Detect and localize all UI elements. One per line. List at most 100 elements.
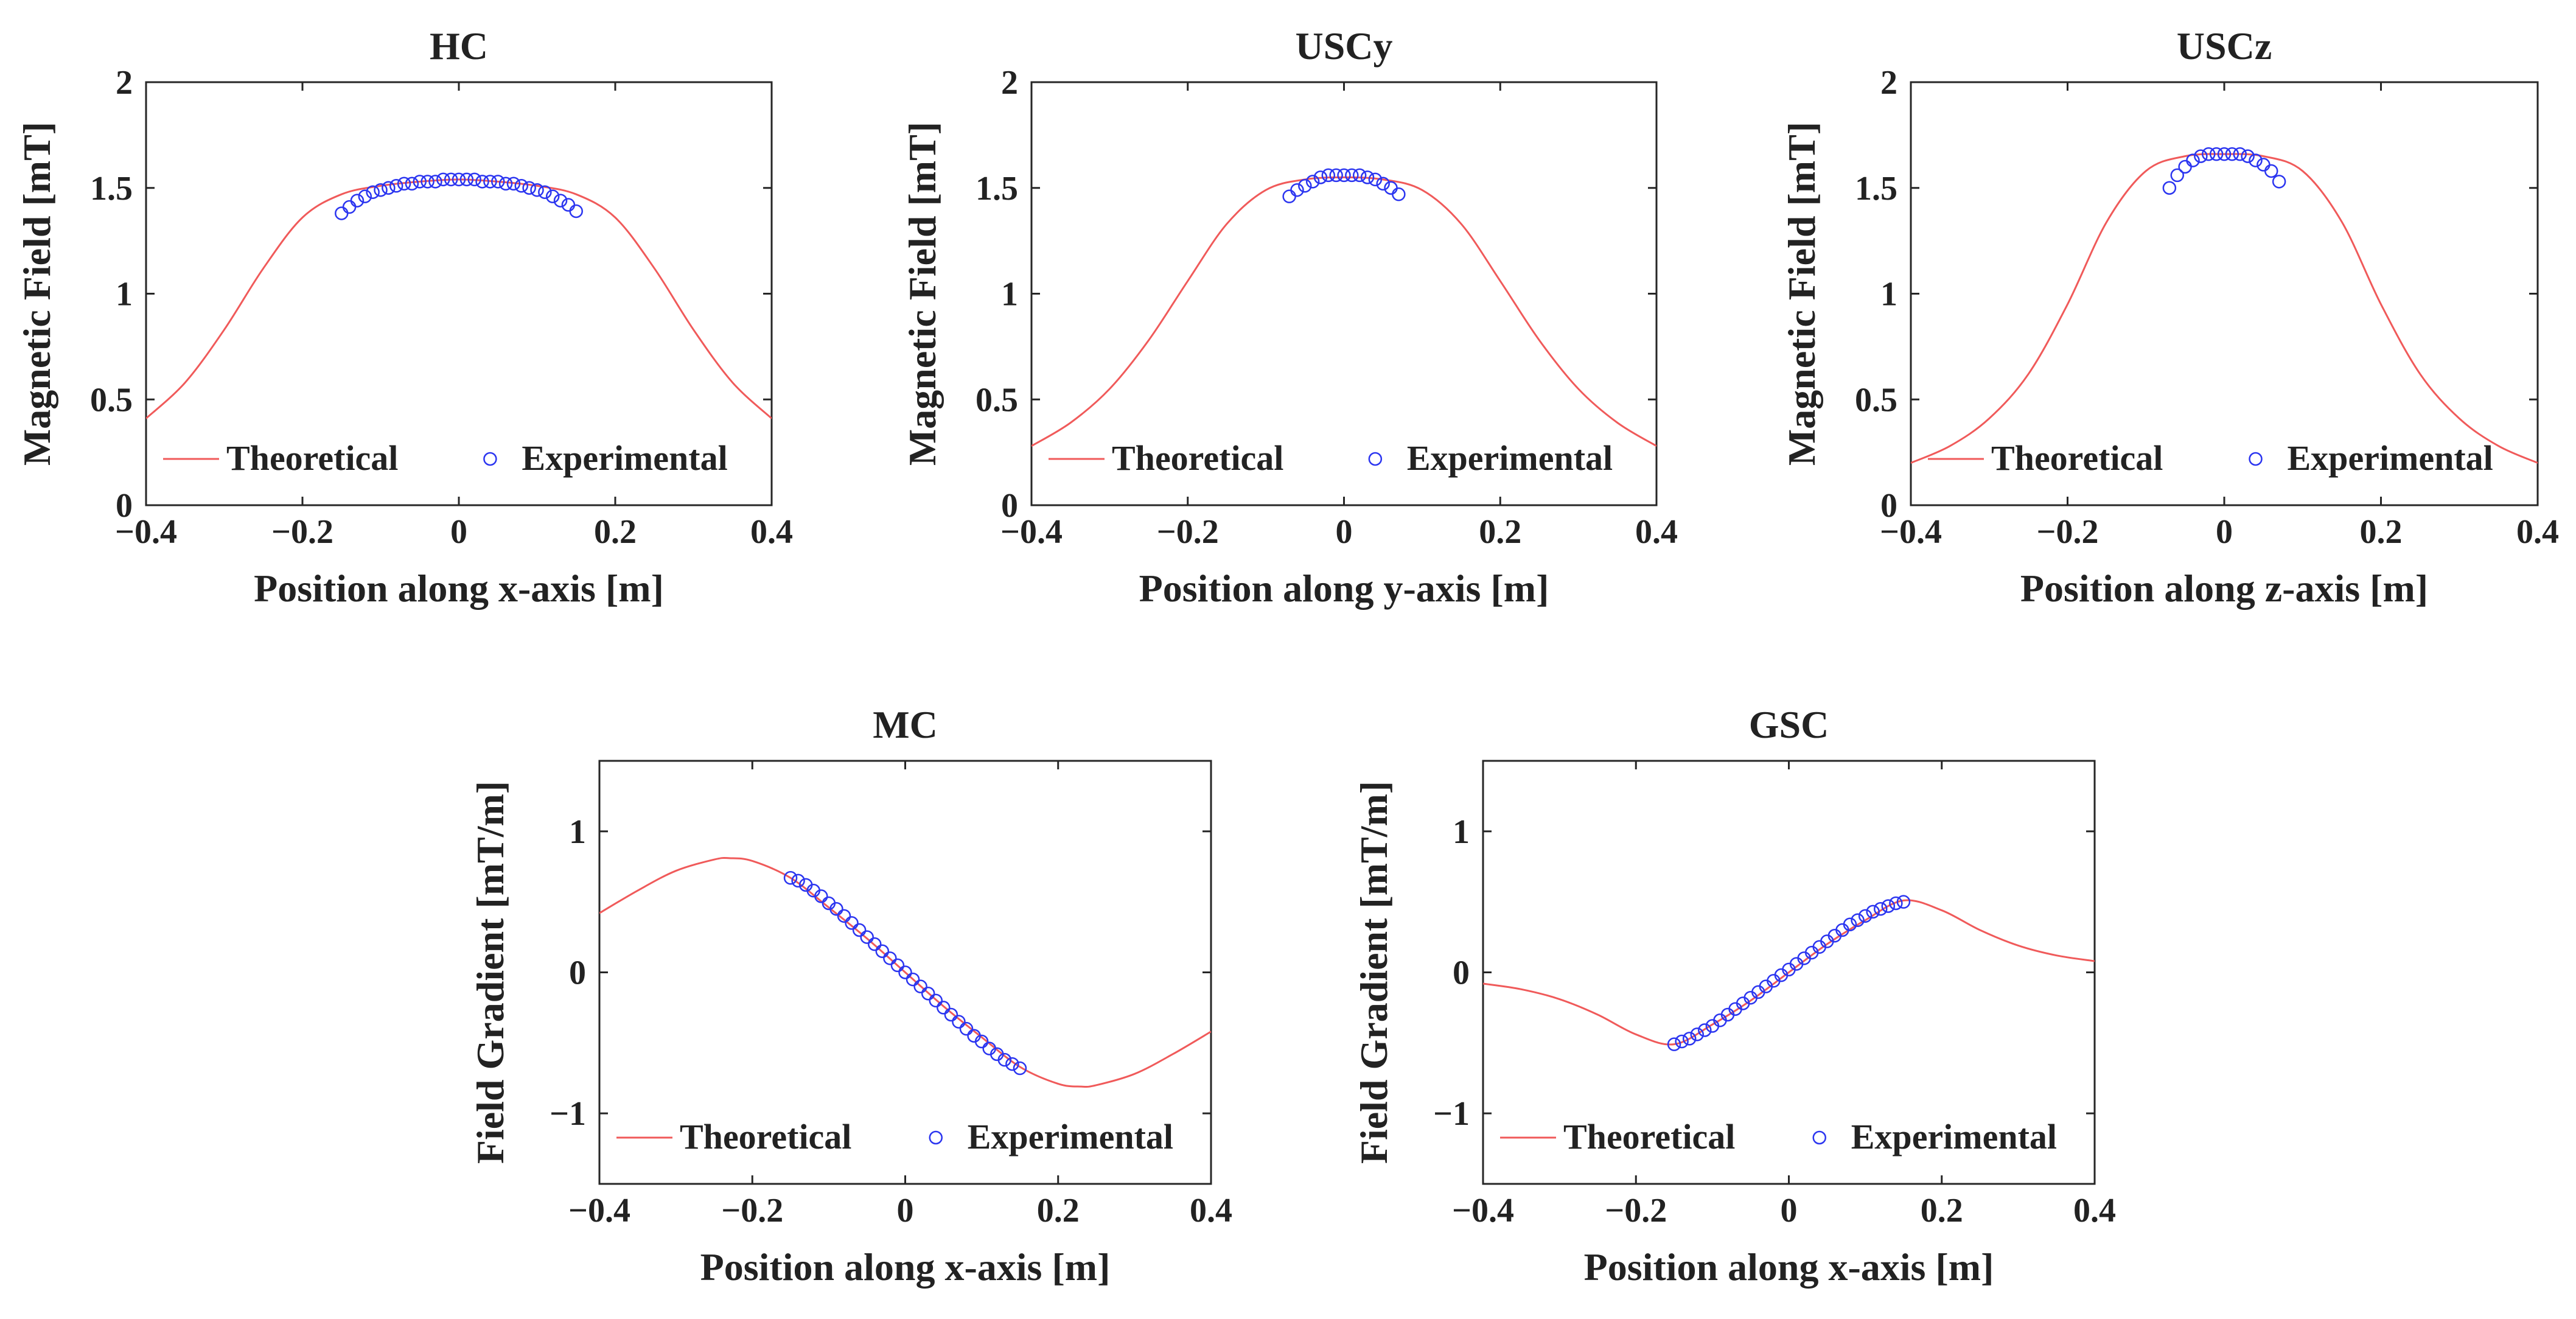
legend-label-theoretical: Theoretical (1112, 438, 1283, 478)
experimental-point (467, 172, 481, 187)
experimental-point (498, 177, 513, 191)
experimental-point (944, 1007, 958, 1022)
y-tick-label: 2 (1001, 64, 1018, 102)
y-tick-label: 0 (1880, 487, 1897, 525)
legend-label-experimental: Experimental (522, 438, 727, 478)
experimental-point (1290, 183, 1304, 197)
y-tick-label: 1 (1001, 276, 1018, 313)
data-layer (146, 172, 772, 419)
y-tick-label: −1 (550, 1095, 586, 1133)
y-tick-label: 0.5 (90, 381, 133, 419)
experimental-point (506, 177, 521, 191)
x-tick-label: 0.4 (2073, 1192, 2116, 1230)
experimental-point (475, 175, 489, 189)
experimental-point (2225, 147, 2239, 161)
experimental-point (459, 172, 474, 187)
panel-uscy: −0.4 −0.2 0 0.2 0.4 0 0.5 1 1.5 2 USCy Position alo… (901, 24, 1678, 610)
experimental-point (1874, 902, 1888, 916)
experimental-point (2233, 147, 2247, 161)
experimental-point (1337, 168, 1351, 183)
experimental-point (2209, 147, 2224, 161)
panel-gsc: −0.4 −0.2 0 0.2 0.4 −1 0 1 GSC Position along x-a… (1352, 703, 2116, 1289)
experimental-point (829, 902, 843, 916)
experimental-point (959, 1021, 974, 1036)
experimental-point (436, 172, 450, 187)
experimental-point (1682, 1032, 1697, 1046)
legend: Theoretical Experimental (1049, 438, 1613, 478)
experimental-point (1313, 170, 1328, 184)
x-tick-label: 0.2 (594, 513, 637, 551)
experimental-point (1329, 168, 1343, 183)
experimental-point (898, 965, 912, 979)
y-tick-label: 1 (116, 276, 133, 313)
x-tick-label: −0.4 (1880, 513, 1942, 551)
x-tick-label: −0.4 (1452, 1192, 1514, 1230)
legend: Theoretical Experimental (616, 1117, 1173, 1156)
experimental-point (2217, 147, 2232, 161)
experimental-point (1392, 187, 1406, 201)
experimental-point (906, 972, 920, 987)
x-tick-label: 0 (2216, 513, 2233, 551)
experimental-point (514, 179, 529, 193)
legend-marker-swatch (1812, 1130, 1826, 1145)
x-tick-label: −0.2 (271, 513, 333, 551)
experimental-point (1305, 175, 1320, 189)
y-axis-label: Field Gradient [mT/m] (469, 781, 512, 1164)
experimental-point (1321, 168, 1336, 183)
experimental-point (382, 181, 396, 195)
experimental-point (2264, 164, 2278, 178)
y-tick-label: 2 (1880, 64, 1897, 102)
experimental-point (428, 175, 442, 189)
experimental-point (342, 200, 357, 214)
experimental-point (2241, 149, 2255, 163)
x-tick-label: 0.4 (1635, 513, 1678, 551)
experimental-point (1858, 909, 1873, 923)
experimental-point (1843, 917, 1857, 931)
experimental-point (783, 871, 798, 885)
y-tick-label: 0.5 (1855, 381, 1897, 419)
experimental-point (929, 993, 943, 1008)
legend-label-theoretical: Theoretical (1991, 438, 2163, 478)
experimental-point (890, 958, 905, 973)
legend-label-theoretical: Theoretical (226, 438, 398, 478)
experimental-point (1866, 904, 1880, 919)
data-layer (1031, 168, 1656, 447)
experimental-point (405, 177, 419, 191)
experimental-point (875, 944, 890, 958)
experimental-point (997, 1052, 1012, 1067)
experimental-point (1345, 168, 1359, 183)
legend-marker-swatch (929, 1130, 943, 1145)
experimental-point (389, 179, 403, 193)
x-tick-label: 0 (450, 513, 467, 551)
experimental-point (937, 1001, 951, 1015)
experimental-point (974, 1034, 989, 1049)
legend-marker-swatch (2249, 452, 2263, 466)
panel-mc: −0.4 −0.2 0 0.2 0.4 −1 0 1 MC Position along x-ax… (469, 703, 1232, 1289)
x-axis-label: Position along z-axis [m] (2020, 567, 2428, 610)
theoretical-curve (599, 856, 1211, 1088)
experimental-point (814, 889, 828, 903)
experimental-point (2194, 149, 2208, 163)
experimental-point (374, 183, 388, 197)
experimental-point (868, 937, 882, 951)
theoretical-curve (1031, 176, 1656, 447)
experimental-point (2178, 159, 2192, 174)
y-tick-label: 1 (1453, 813, 1470, 851)
x-axis-label: Position along x-axis [m] (700, 1245, 1111, 1289)
data-layer (599, 856, 1211, 1088)
experimental-point (1881, 899, 1896, 913)
experimental-point (1675, 1034, 1689, 1049)
theoretical-curve (1483, 899, 2095, 1046)
legend-marker-swatch (1368, 452, 1383, 466)
x-tick-label: 0.2 (1037, 1192, 1080, 1230)
experimental-point (1889, 896, 1903, 911)
y-tick-label: 1.5 (976, 170, 1018, 208)
experimental-point (483, 175, 497, 189)
experimental-point (1667, 1037, 1681, 1051)
x-tick-label: 0 (897, 1192, 914, 1230)
chart-title: GSC (1749, 703, 1829, 746)
chart-title: HC (430, 24, 488, 68)
legend-label-experimental: Experimental (1851, 1117, 2057, 1156)
x-axis-label: Position along x-axis [m] (1584, 1245, 1994, 1289)
experimental-point (335, 206, 349, 220)
